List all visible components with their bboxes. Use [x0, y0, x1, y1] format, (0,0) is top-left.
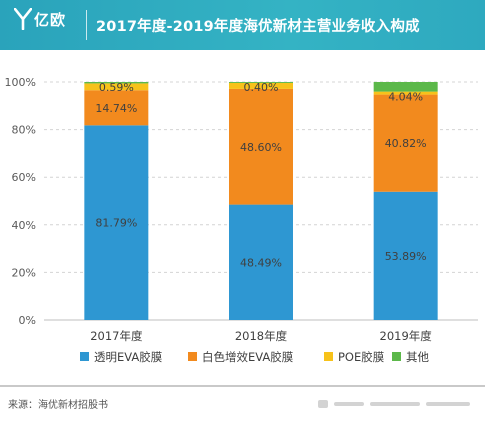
- bar-segment: [84, 82, 149, 84]
- logo-y-icon: [14, 8, 32, 30]
- bar-segment: [84, 83, 149, 91]
- bar-segment: [229, 204, 293, 320]
- legend-swatch: [80, 352, 89, 361]
- y-tick-label: 100%: [5, 76, 36, 89]
- x-tick-label: 2019年度: [380, 329, 433, 343]
- stacked-bar-chart: 0% 20% 40% 60% 80% 100% 81.79% 14.74% 0.59% 48.4…: [5, 76, 478, 364]
- bar-segment: [373, 82, 438, 92]
- y-tick-label: 0%: [19, 314, 36, 327]
- legend-swatch: [324, 352, 333, 361]
- data-label: 40.82%: [385, 137, 427, 150]
- data-label: 48.60%: [240, 141, 282, 154]
- data-label: 53.89%: [385, 250, 427, 263]
- legend-swatch: [188, 352, 197, 361]
- logo-text: 亿欧: [34, 11, 67, 29]
- legend-label: 白色增效EVA胶膜: [202, 350, 293, 364]
- bar-segment: [229, 82, 293, 89]
- legend-label: 透明EVA胶膜: [94, 350, 162, 364]
- footer-divider: [0, 385, 485, 387]
- data-label: 48.49%: [240, 256, 282, 269]
- data-label: 81.79%: [95, 217, 137, 230]
- watermark-logo: [318, 400, 470, 408]
- bar-segment: [373, 91, 438, 95]
- y-tick-label: 80%: [12, 124, 36, 137]
- bar-segment: [84, 125, 149, 320]
- bar-segment: [229, 88, 293, 205]
- y-axis-ticks: 0% 20% 40% 60% 80% 100%: [5, 76, 36, 327]
- source-note: 来源：海优新材招股书: [8, 400, 108, 411]
- x-tick-label: 2017年度: [90, 329, 143, 343]
- data-label: 0.59%: [99, 81, 134, 94]
- header-banner: 亿欧 2017年度-2019年度海优新材主营业务收入构成: [0, 0, 485, 50]
- data-label: 4.04%: [388, 91, 423, 104]
- x-axis-ticks: 2017年度 2018年度 2019年度: [90, 329, 432, 343]
- bar-segment: [229, 82, 293, 83]
- legend-label: 其他: [406, 350, 429, 364]
- y-tick-label: 20%: [12, 266, 36, 279]
- data-label: 0.40%: [244, 81, 279, 94]
- bar-segment: [84, 90, 149, 126]
- bar-segment: [373, 94, 438, 192]
- segment-labels: 81.79% 14.74% 0.59% 48.49% 48.60% 0.40% 53.89%…: [95, 81, 426, 269]
- header-divider: [86, 10, 87, 40]
- x-tick-label: 2018年度: [235, 329, 288, 343]
- legend-label: POE胶膜: [338, 350, 384, 364]
- chart-title: 2017年度-2019年度海优新材主营业务收入构成: [96, 19, 420, 35]
- legend-swatch: [392, 352, 401, 361]
- data-label: 14.74%: [95, 102, 137, 115]
- legend: 透明EVA胶膜 白色增效EVA胶膜 POE胶膜 其他: [80, 350, 429, 364]
- brand-logo: 亿欧: [10, 6, 80, 46]
- bar-segment: [373, 191, 438, 320]
- y-tick-label: 60%: [12, 171, 36, 184]
- bars: [84, 82, 438, 320]
- y-tick-label: 40%: [12, 219, 36, 232]
